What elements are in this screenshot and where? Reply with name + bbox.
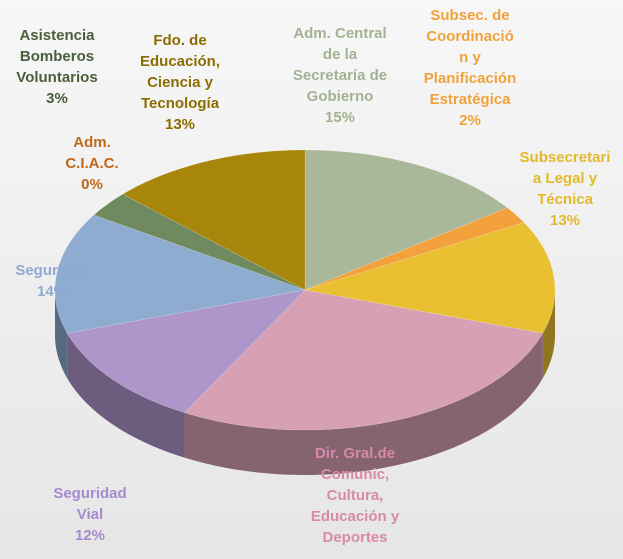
data-value-label: 12% xyxy=(75,527,105,544)
pie-side xyxy=(184,333,543,475)
data-label: Adm. C.I.A.C. xyxy=(65,134,118,172)
data-label: Fdo. de Educación, Ciencia y Tecnología xyxy=(140,32,220,112)
pie-slice xyxy=(304,222,556,334)
pie-slice xyxy=(66,289,306,413)
data-value-label: 15% xyxy=(325,109,355,126)
pie-slice xyxy=(54,214,306,334)
data-label: Seguridad Vial xyxy=(53,485,126,523)
pie-slice xyxy=(184,289,544,431)
pie-side xyxy=(55,290,68,379)
data-label: Subsec. de Coordinació n y Planificación Est… xyxy=(424,7,517,108)
data-value-label: 3% xyxy=(46,90,68,107)
pie-slice xyxy=(122,149,306,291)
pie-side xyxy=(542,290,555,379)
pie-slice xyxy=(304,207,525,291)
pie-slice xyxy=(93,193,306,291)
data-label: Subsecretari a Legal y Técnica xyxy=(520,149,611,208)
data-value-label: 0% xyxy=(81,176,103,193)
data-label: Adm. Central de la Secretaría de Gobierno xyxy=(293,25,387,105)
data-value-label: 2% xyxy=(459,112,481,129)
data-label: Asistencia Bomberos Voluntarios xyxy=(16,27,97,86)
data-value-label: 13% xyxy=(165,116,195,133)
pie-side xyxy=(67,333,185,458)
data-value-label: 14% xyxy=(37,283,67,300)
pie-slice xyxy=(304,149,508,291)
data-label: Seguridad xyxy=(15,262,88,279)
data-value-label: 13% xyxy=(550,212,580,229)
